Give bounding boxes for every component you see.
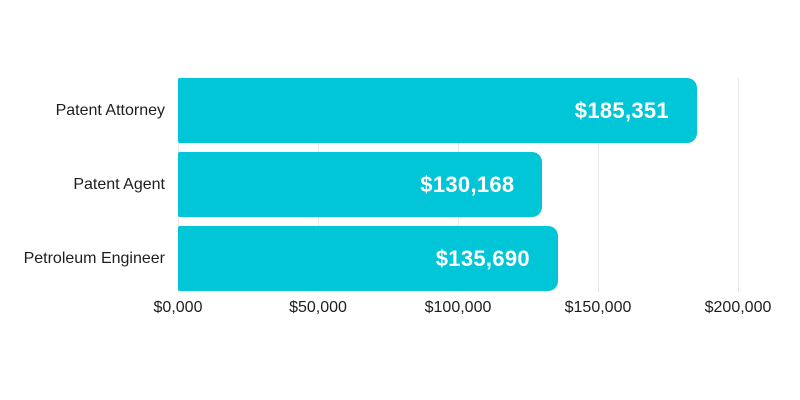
chart-row: Patent Attorney $185,351 <box>0 78 738 143</box>
bar: $185,351 <box>178 78 697 143</box>
gridline <box>598 78 599 292</box>
value-label: $185,351 <box>574 97 669 123</box>
bar: $135,690 <box>178 226 558 291</box>
x-tick-label: $200,000 <box>704 299 772 316</box>
value-label: $135,690 <box>435 245 530 271</box>
gridline <box>738 78 739 292</box>
bar-track: $130,168 <box>178 152 738 217</box>
x-tick-label: $100,000 <box>424 299 492 316</box>
bar: $130,168 <box>178 152 543 217</box>
x-tick-label: $150,000 <box>564 299 632 316</box>
x-tick-label: $0,000 <box>153 299 203 316</box>
category-label: Petroleum Engineer <box>23 249 165 267</box>
chart-row: Patent Agent $130,168 <box>0 152 738 217</box>
bar-track: $185,351 <box>178 78 738 143</box>
x-axis: $0,000 $50,000 $100,000 $150,000 $200,000 <box>154 299 772 319</box>
chart-rows: Patent Attorney $185,351 Patent Agent $130,… <box>0 78 738 291</box>
category-label: Patent Attorney <box>55 101 165 119</box>
value-label: $130,168 <box>420 171 515 197</box>
chart-row: Petroleum Engineer $135,690 <box>0 226 738 291</box>
category-label: Patent Agent <box>73 175 165 193</box>
bar-track: $135,690 <box>178 226 738 291</box>
x-tick-label: $50,000 <box>289 299 347 316</box>
